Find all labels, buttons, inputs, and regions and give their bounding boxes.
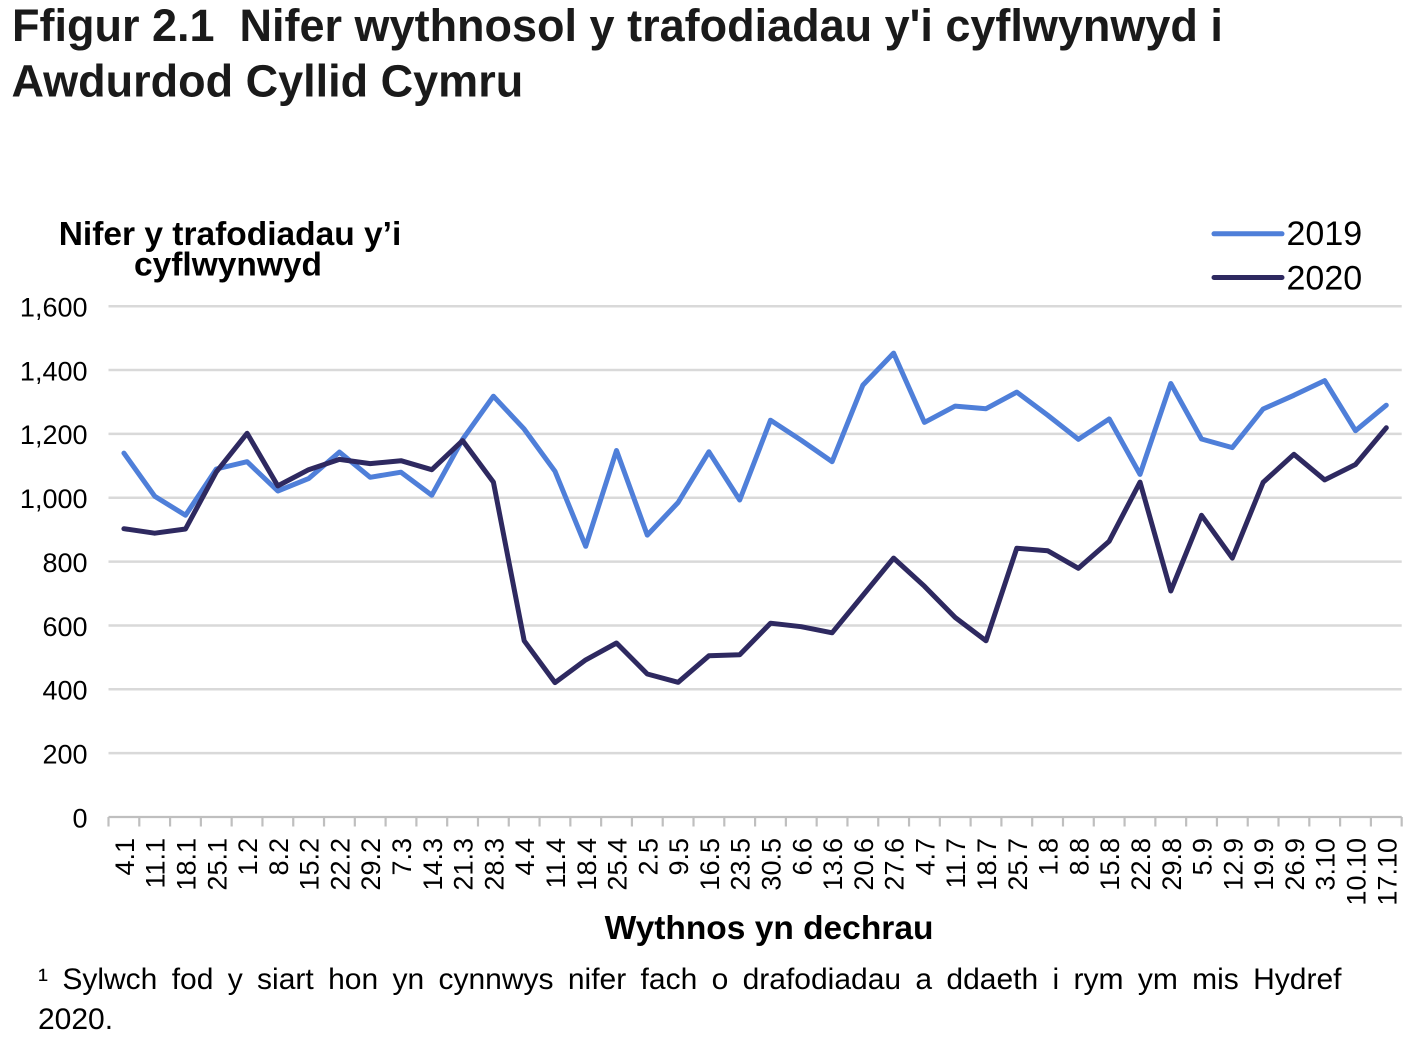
svg-text:25.4: 25.4 (603, 838, 633, 891)
svg-text:11.7: 11.7 (941, 838, 971, 889)
svg-text:Ffigur 2.1 Nifer wythnosol y: Ffigur 2.1 Nifer wythnosol y trafodiadau… (12, 0, 1223, 51)
svg-text:30.5: 30.5 (756, 838, 786, 891)
svg-text:800: 800 (42, 548, 87, 578)
svg-text:200: 200 (42, 739, 87, 769)
svg-text:1.8: 1.8 (1034, 838, 1064, 876)
svg-text:7.3: 7.3 (387, 838, 417, 876)
svg-text:0: 0 (72, 803, 87, 833)
svg-text:15.2: 15.2 (295, 838, 325, 891)
svg-text:25.7: 25.7 (1003, 838, 1033, 891)
svg-text:4.7: 4.7 (910, 838, 940, 876)
svg-text:14.3: 14.3 (418, 838, 448, 891)
svg-text:12.9: 12.9 (1218, 838, 1248, 891)
svg-text:18.4: 18.4 (572, 838, 602, 891)
svg-text:18.7: 18.7 (972, 838, 1002, 891)
svg-text:8.2: 8.2 (264, 838, 294, 876)
svg-text:Wythnos yn dechrau: Wythnos yn dechrau (605, 910, 934, 947)
svg-text:19.9: 19.9 (1249, 838, 1279, 891)
svg-text:2019: 2019 (1287, 215, 1363, 253)
svg-text:3.10: 3.10 (1311, 838, 1341, 891)
svg-text:1,600: 1,600 (20, 293, 88, 323)
svg-text:13.6: 13.6 (818, 838, 848, 891)
svg-text:11.4: 11.4 (541, 838, 571, 889)
svg-text:4.4: 4.4 (510, 838, 540, 876)
svg-text:1,400: 1,400 (20, 356, 88, 386)
svg-text:cyflwynwyd: cyflwynwyd (134, 247, 322, 284)
svg-text:400: 400 (42, 676, 87, 706)
svg-text:Nifer y trafodiadau y’i: Nifer y trafodiadau y’i (59, 216, 402, 253)
svg-text:5.9: 5.9 (1188, 838, 1218, 876)
svg-text:2020.: 2020. (38, 1003, 113, 1036)
svg-text:18.1: 18.1 (171, 838, 201, 891)
svg-text:29.2: 29.2 (356, 838, 386, 891)
svg-text:29.8: 29.8 (1157, 838, 1187, 891)
svg-text:4.1: 4.1 (110, 838, 140, 876)
svg-text:600: 600 (42, 612, 87, 642)
svg-text:1.2: 1.2 (233, 838, 263, 876)
svg-text:26.9: 26.9 (1280, 838, 1310, 891)
svg-text:25.1: 25.1 (202, 838, 232, 891)
svg-text:27.6: 27.6 (880, 838, 910, 891)
svg-text:16.5: 16.5 (695, 838, 725, 891)
svg-text:¹ Sylwch fod y siart hon yn cy: ¹ Sylwch fod y siart hon yn cynnwys nife… (38, 963, 1342, 996)
svg-text:2020: 2020 (1287, 260, 1363, 298)
svg-text:6.6: 6.6 (787, 838, 817, 876)
svg-text:1,000: 1,000 (20, 484, 88, 514)
svg-text:28.3: 28.3 (479, 838, 509, 891)
svg-text:21.3: 21.3 (449, 838, 479, 891)
svg-text:23.5: 23.5 (726, 838, 756, 891)
svg-text:22.8: 22.8 (1126, 838, 1156, 891)
svg-text:1,200: 1,200 (20, 420, 88, 450)
svg-text:11.1: 11.1 (141, 838, 171, 889)
svg-text:10.10: 10.10 (1341, 838, 1371, 906)
svg-text:Awdurdod Cyllid Cymru: Awdurdod Cyllid Cymru (12, 56, 524, 107)
svg-text:15.8: 15.8 (1095, 838, 1125, 891)
svg-text:2.5: 2.5 (633, 838, 663, 876)
svg-text:17.10: 17.10 (1372, 838, 1402, 906)
svg-text:22.2: 22.2 (325, 838, 355, 891)
svg-text:20.6: 20.6 (849, 838, 879, 891)
svg-text:8.8: 8.8 (1064, 838, 1094, 876)
svg-text:9.5: 9.5 (664, 838, 694, 876)
